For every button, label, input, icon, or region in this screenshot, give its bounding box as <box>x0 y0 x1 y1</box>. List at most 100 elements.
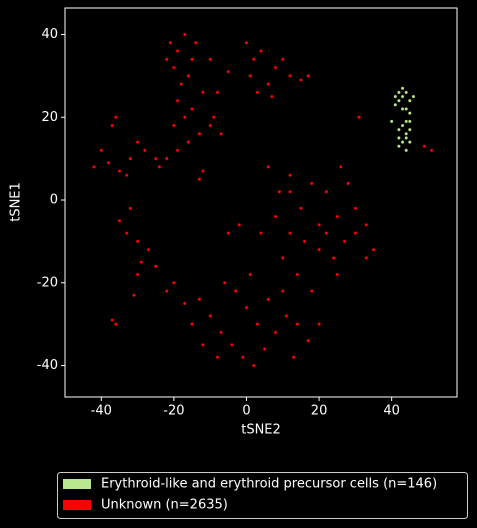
point <box>175 148 180 153</box>
point <box>429 148 434 153</box>
point <box>407 98 412 103</box>
point <box>407 140 412 144</box>
y-tick-label: 0 <box>50 193 58 208</box>
point <box>273 330 278 335</box>
point <box>171 123 176 128</box>
point <box>397 98 401 103</box>
plot-area <box>65 8 457 397</box>
legend-swatch <box>63 479 91 489</box>
y-tick-label: -40 <box>37 358 58 373</box>
point <box>280 289 285 293</box>
point <box>226 231 231 236</box>
x-axis-label: tSNE2 <box>241 423 281 438</box>
point <box>142 148 147 153</box>
point <box>295 322 300 327</box>
y-tick-label: -20 <box>37 275 58 290</box>
point <box>132 293 136 298</box>
point <box>284 313 289 318</box>
x-tick-label: 40 <box>383 404 400 419</box>
point <box>201 90 205 95</box>
point <box>153 156 158 161</box>
point <box>404 148 409 153</box>
point <box>407 127 412 132</box>
point <box>153 264 158 269</box>
y-tick-label: 40 <box>41 27 58 42</box>
point <box>240 355 245 360</box>
point <box>244 305 249 310</box>
point <box>219 330 223 335</box>
point <box>201 342 205 347</box>
point <box>164 57 169 62</box>
point <box>397 90 401 95</box>
point <box>175 49 180 53</box>
point <box>106 160 111 165</box>
point <box>317 247 321 252</box>
point <box>190 322 194 327</box>
point <box>219 131 223 136</box>
point <box>110 318 115 322</box>
point <box>295 272 300 277</box>
point <box>208 57 213 62</box>
x-tick-label: 0 <box>242 404 250 419</box>
point <box>407 119 412 124</box>
point <box>331 256 336 260</box>
point <box>215 355 220 360</box>
point <box>251 363 256 368</box>
point <box>397 144 401 149</box>
point <box>346 181 351 186</box>
point <box>211 115 216 120</box>
point <box>342 239 347 244</box>
point <box>400 123 405 128</box>
y-tick-label: 20 <box>41 110 58 125</box>
legend-label: Unknown (n=2635) <box>101 498 228 513</box>
point <box>422 144 427 149</box>
point <box>164 156 169 161</box>
point <box>201 169 205 173</box>
x-tick-label: 20 <box>311 404 328 419</box>
point <box>266 165 271 169</box>
point <box>404 119 409 124</box>
point <box>397 136 401 140</box>
point <box>168 40 173 45</box>
point <box>255 90 260 95</box>
legend-swatch <box>63 500 91 510</box>
point <box>186 140 191 144</box>
point <box>135 140 140 144</box>
plot-frame <box>64 7 458 398</box>
point <box>171 65 176 70</box>
point <box>164 289 169 293</box>
point <box>135 272 140 277</box>
point <box>364 222 369 227</box>
point <box>171 280 176 285</box>
point <box>230 342 234 347</box>
point <box>302 239 307 244</box>
point <box>364 256 369 260</box>
point <box>226 69 231 74</box>
point <box>400 94 405 99</box>
point <box>135 239 140 244</box>
point <box>248 73 253 78</box>
point <box>255 322 260 327</box>
point <box>273 65 278 70</box>
y-axis-label: tSNE1 <box>9 182 24 222</box>
point <box>338 165 343 169</box>
point <box>266 297 271 302</box>
point <box>237 222 242 227</box>
point <box>280 256 285 260</box>
point <box>190 57 194 62</box>
point <box>190 107 194 111</box>
point <box>179 82 184 87</box>
point <box>317 222 321 227</box>
point <box>357 115 361 120</box>
point <box>393 102 398 107</box>
point <box>186 73 191 78</box>
point <box>335 272 340 277</box>
point <box>371 247 376 252</box>
point <box>389 119 394 124</box>
point <box>404 131 409 136</box>
point <box>117 218 122 223</box>
point <box>288 231 292 236</box>
point <box>393 94 398 99</box>
point <box>128 206 133 211</box>
